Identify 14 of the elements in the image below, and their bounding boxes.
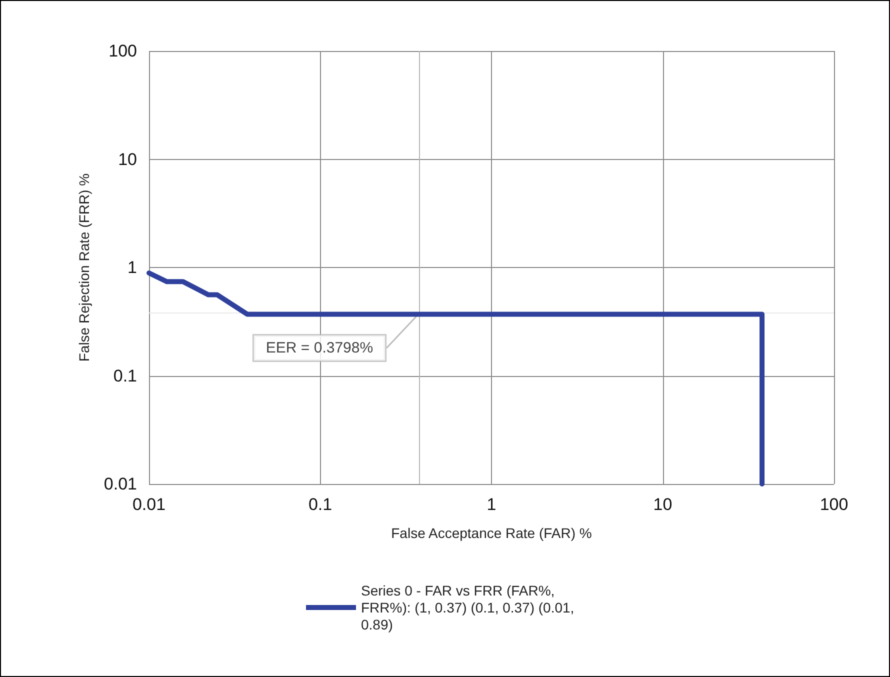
x-tick-label: 10 [653, 495, 672, 514]
legend-label: Series 0 - FAR vs FRR (FAR%,FRR%): (1, 0.37) (0.1, 0.37) (0.01, 0.89) [361, 582, 578, 632]
y-tick-label: 1 [128, 258, 137, 277]
y-tick-label: 0.1 [113, 366, 137, 386]
y-axis-title: False Rejection Rate (FRR) % [76, 173, 92, 362]
y-tick-label: 0.01 [104, 474, 137, 494]
y-tick-label: 10 [118, 150, 137, 169]
x-tick-label: 100 [820, 495, 848, 514]
x-tick-label: 0.1 [308, 495, 332, 514]
x-tick-label: 1 [486, 495, 496, 514]
x-axis-title: False Acceptance Rate (FAR) % [391, 525, 592, 541]
y-tick-label: 100 [108, 42, 137, 60]
x-tick-label: 0.01 [132, 495, 166, 514]
annotation: EER = 0.3798% [266, 340, 374, 357]
